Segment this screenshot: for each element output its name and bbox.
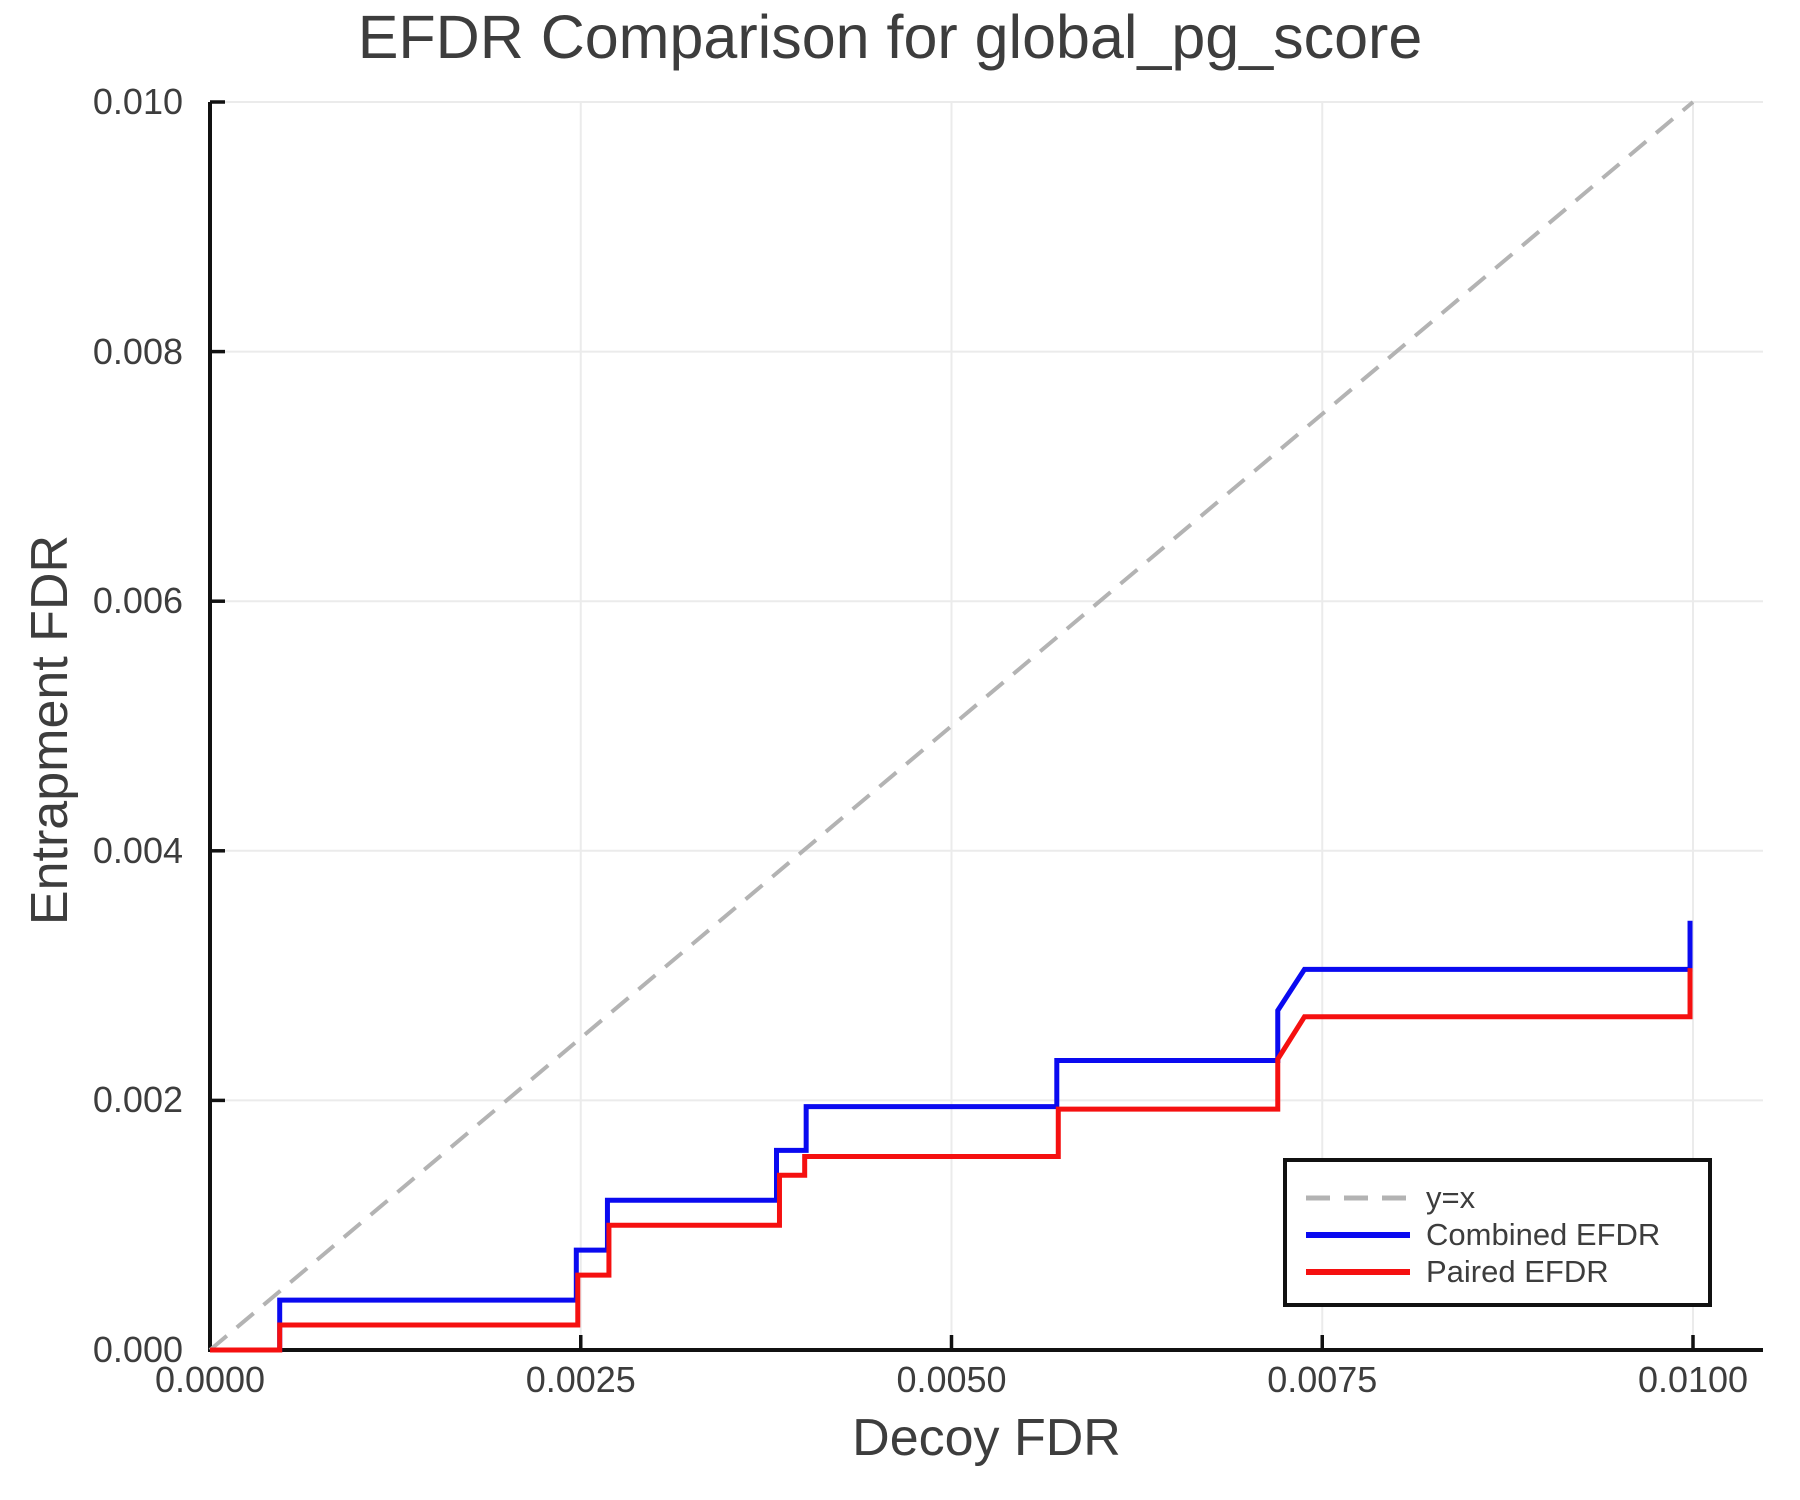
legend-row-combined: Combined EFDR: [1304, 1216, 1708, 1253]
legend-label-combined: Combined EFDR: [1426, 1216, 1661, 1252]
series-y-x: [208, 100, 1695, 1352]
paired-line-swatch: [1306, 1268, 1410, 1275]
y-tick-label: 0.006: [92, 580, 183, 622]
chart-title: EFDR Comparison for global_pg_score: [357, 3, 1423, 71]
y-tick-label: 0.010: [92, 81, 183, 122]
legend-row-identity: y=x: [1304, 1179, 1708, 1216]
y-tick-label: 0.008: [92, 330, 183, 372]
y-axis-label: Entrapment FDR: [21, 534, 79, 926]
y-tick-label: 0.000: [92, 1329, 183, 1370]
x-tick-label: 0.0025: [525, 1359, 636, 1400]
y-tick-label: 0.002: [92, 1079, 183, 1121]
series-paired-efdr: [210, 968, 1693, 1353]
y-tick-label: 0.004: [92, 829, 183, 871]
x-tick-label: 0.0075: [1267, 1359, 1378, 1400]
legend-row-paired: Paired EFDR: [1304, 1253, 1708, 1290]
legend: y=x Combined EFDR Paired EFDR: [1283, 1158, 1712, 1307]
identity-line-swatch: [1306, 1195, 1410, 1200]
x-axis-label: Decoy FDR: [852, 1409, 1121, 1467]
x-tick-label: 0.0100: [1637, 1359, 1749, 1400]
series-combined-efdr: [210, 920, 1693, 1353]
combined-line-swatch: [1306, 1231, 1410, 1238]
x-tick-label: 0.0000: [154, 1359, 266, 1400]
x-tick-label: 0.0050: [896, 1359, 1007, 1400]
legend-label-identity: y=x: [1426, 1179, 1476, 1215]
legend-label-paired: Paired EFDR: [1426, 1253, 1609, 1289]
